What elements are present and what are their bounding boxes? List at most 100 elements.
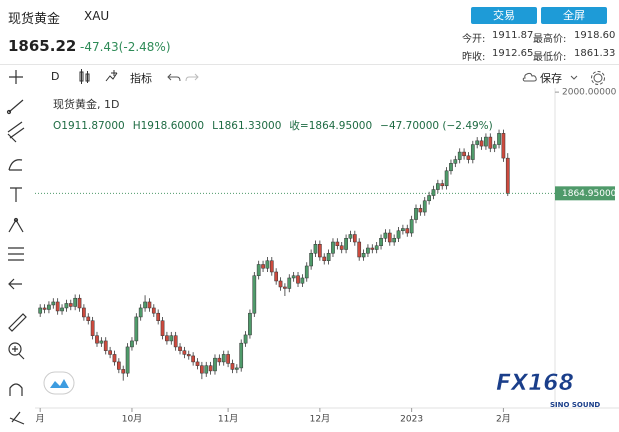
candle-body	[449, 163, 453, 172]
candle-body	[173, 335, 178, 348]
candle-body	[160, 320, 165, 336]
toolbar-icons	[79, 69, 118, 84]
candle-body	[501, 133, 506, 159]
symbol-code: XAU	[84, 9, 110, 23]
candle-body	[457, 151, 462, 160]
candle-body	[239, 342, 244, 369]
legend-item: H1918.60000	[133, 120, 204, 132]
y-tick-label: 2000.00000	[562, 88, 617, 98]
candle-body	[374, 245, 379, 250]
candle-body	[221, 354, 226, 363]
candle-body	[440, 183, 445, 187]
candle-body	[392, 238, 397, 243]
candle-body	[387, 232, 392, 243]
undo-redo[interactable]	[165, 68, 205, 86]
tv-logo-mark	[50, 379, 69, 388]
x-tick-label: 月	[36, 414, 45, 425]
candle-body	[230, 363, 235, 370]
stat-label: 最高价:	[533, 34, 567, 45]
candle-body	[370, 247, 375, 250]
candle-body	[95, 335, 99, 344]
candle-body	[116, 361, 121, 370]
candle-body	[125, 346, 130, 374]
drawing-toolbar[interactable]	[0, 64, 34, 432]
candle-body	[208, 365, 213, 372]
candle-body	[505, 157, 510, 194]
candle-body	[73, 297, 77, 307]
candle-body	[204, 365, 209, 374]
candle-body	[344, 238, 348, 250]
candle-body	[47, 304, 51, 310]
candle-body	[99, 340, 104, 344]
stat-value: 1861.33	[574, 48, 616, 59]
x-tick-label: 12月	[310, 414, 330, 425]
candle-body	[217, 357, 222, 363]
trade-button[interactable]: 交易	[471, 7, 537, 24]
candle-body	[488, 136, 493, 149]
candle-body	[90, 320, 95, 336]
candle-body	[427, 195, 431, 202]
candle-body	[475, 140, 480, 145]
candle-body	[383, 232, 388, 239]
candle-body	[326, 252, 331, 261]
candle-body	[431, 189, 436, 196]
candle-body	[300, 277, 305, 284]
candle-body	[256, 264, 261, 276]
candle-body	[121, 369, 126, 374]
logo: FX168	[496, 371, 574, 396]
candle-body	[335, 241, 340, 247]
candle-body	[444, 170, 449, 187]
candle-body	[68, 303, 73, 307]
candle-body	[156, 312, 161, 321]
candle-body	[147, 301, 152, 309]
candle-body	[401, 228, 405, 232]
candle-body	[138, 307, 143, 318]
candle-body	[252, 275, 257, 314]
candle-body	[352, 234, 357, 243]
last-price-label: 1864.95000	[562, 189, 617, 199]
candle-body	[186, 354, 191, 357]
save-button[interactable]: 保存	[540, 72, 562, 85]
symbol-name: 现货黄金	[8, 12, 61, 27]
fullscreen-button[interactable]: 全屏	[541, 7, 607, 24]
candle-body	[366, 247, 370, 254]
stat-label: 昨收:	[462, 52, 486, 63]
candle-body	[414, 208, 418, 220]
price: 1865.22	[8, 37, 77, 55]
candle-body	[278, 280, 283, 288]
candle-body	[339, 245, 344, 250]
candle-body	[409, 219, 414, 234]
candle-body	[51, 301, 56, 306]
legend-item: O1911.87000	[53, 120, 125, 132]
legend-ohlc: O1911.87000 H1918.60000 L1861.33000 收=1864.…	[53, 119, 493, 132]
candle-body	[274, 271, 279, 282]
candle-body	[396, 230, 401, 239]
candle-body	[191, 355, 195, 363]
candle-body	[213, 357, 217, 372]
cloud-icon	[522, 72, 537, 82]
stat-value: 1912.65	[492, 48, 534, 59]
candle-body	[248, 312, 252, 336]
candle-body	[422, 200, 427, 213]
candle-body	[453, 159, 458, 164]
candle-body	[82, 307, 86, 318]
divider	[0, 64, 619, 65]
candle-body	[234, 367, 239, 370]
settings-icons[interactable]	[568, 70, 608, 86]
candle-body	[195, 361, 200, 366]
stat-value: 1911.87	[492, 30, 534, 41]
logo-sub: SINO SOUND	[550, 401, 600, 409]
interval-button[interactable]: D	[51, 70, 60, 83]
legend-item: 收=1864.95000	[289, 119, 372, 132]
candle-body	[261, 264, 265, 269]
indicators-button[interactable]: 指标	[130, 72, 152, 85]
tv-logo[interactable]	[43, 371, 75, 395]
candle-body	[331, 241, 335, 254]
candle-body	[418, 208, 423, 213]
x-tick-label: 2月	[496, 414, 511, 425]
candle-body	[64, 303, 69, 309]
change: -47.43(-2.48%)	[80, 40, 171, 54]
candle-body	[200, 365, 204, 374]
